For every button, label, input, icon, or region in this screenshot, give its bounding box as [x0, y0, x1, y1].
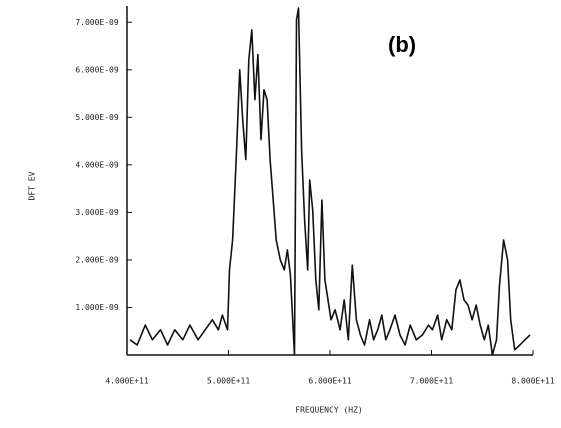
y-tick-label: 7.000E-09	[75, 18, 119, 27]
x-axis-label: FREQUENCY (HZ)	[295, 406, 362, 415]
y-tick-label: 4.000E-09	[75, 160, 119, 169]
annotation: (b)	[388, 32, 416, 57]
x-tick-label: 5.000E+11	[207, 377, 251, 386]
x-tick-label: 8.000E+11	[511, 377, 555, 386]
x-tick-label: 4.000E+11	[105, 377, 149, 386]
y-tick-label: 2.000E-09	[75, 255, 119, 264]
y-axis-label: DFT EV	[28, 171, 37, 200]
y-tick-label: 5.000E-09	[75, 113, 119, 122]
x-tick-label: 7.000E+11	[410, 377, 454, 386]
y-tick-label: 3.000E-09	[75, 208, 119, 217]
y-tick-label: 1.000E-09	[75, 303, 119, 312]
x-tick-label: 6.000E+11	[308, 377, 352, 386]
y-tick-label: 6.000E-09	[75, 65, 119, 74]
spectrum-line	[129, 7, 531, 356]
